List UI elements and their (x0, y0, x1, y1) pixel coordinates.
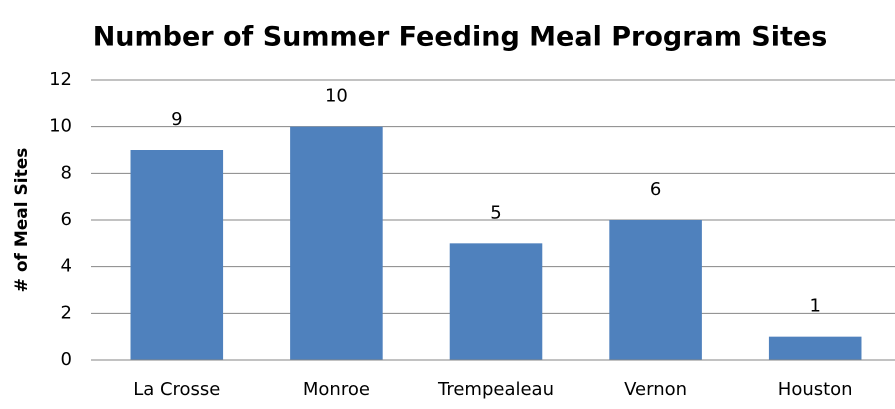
bar (768, 336, 862, 360)
bar (130, 150, 224, 360)
y-tick-label: 2 (61, 302, 72, 323)
y-tick-label: 8 (61, 162, 72, 183)
data-label: 5 (490, 202, 501, 223)
y-tick-label: 10 (49, 116, 72, 137)
x-tick-label: Trempealeau (437, 379, 554, 400)
bar (290, 126, 383, 361)
data-label: 1 (809, 296, 820, 317)
x-tick-label: Vernon (624, 379, 687, 400)
chart-title: Number of Summer Feeding Meal Program Si… (93, 22, 828, 53)
x-tick-label: La Crosse (133, 379, 220, 400)
y-tick-label: 12 (49, 69, 72, 90)
data-label: 9 (171, 109, 182, 130)
x-tick-label: Monroe (303, 379, 370, 400)
bar (609, 220, 702, 360)
y-tick-label: 0 (61, 349, 72, 370)
y-axis-label: # of Meal Sites (12, 148, 32, 293)
bar (449, 243, 543, 360)
data-label: 6 (650, 179, 661, 200)
y-tick-label: 4 (61, 256, 72, 277)
x-tick-label: Houston (778, 379, 853, 400)
data-label: 10 (325, 86, 348, 107)
y-tick-label: 6 (61, 209, 72, 230)
